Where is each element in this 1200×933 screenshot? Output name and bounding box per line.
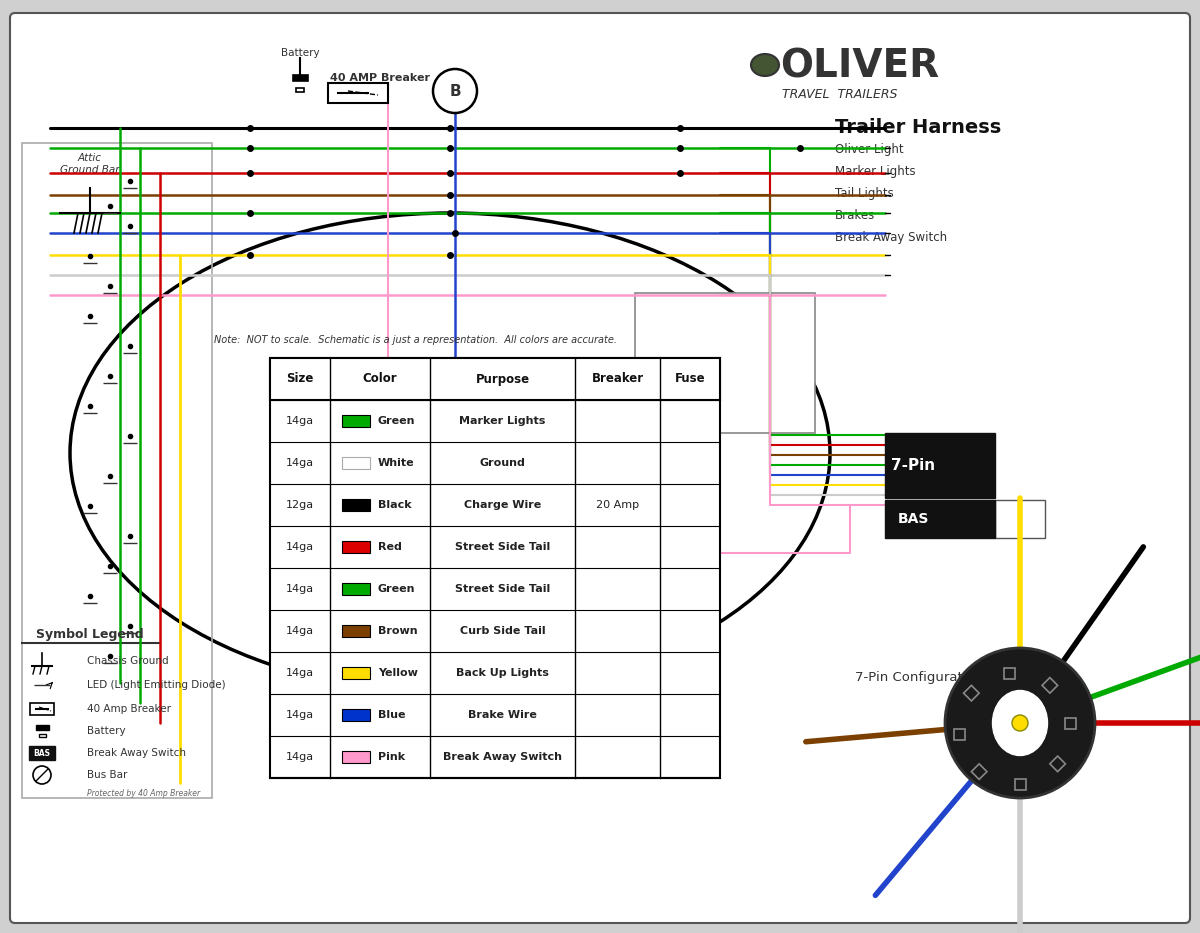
Text: 14ga: 14ga <box>286 542 314 552</box>
Text: Purpose: Purpose <box>475 372 529 385</box>
Bar <box>293 75 307 81</box>
Bar <box>964 686 979 701</box>
Bar <box>342 667 370 679</box>
Bar <box>1003 667 1014 678</box>
Text: Curb Side Tail: Curb Side Tail <box>460 626 545 636</box>
Text: Battery: Battery <box>281 48 319 58</box>
FancyBboxPatch shape <box>10 13 1190 923</box>
Text: Trailer Harness: Trailer Harness <box>835 118 1001 137</box>
Text: Tail Lights: Tail Lights <box>835 187 894 200</box>
Text: Street Side Tail: Street Side Tail <box>455 584 550 594</box>
Bar <box>38 733 46 736</box>
Bar <box>954 729 965 740</box>
Text: Ground: Ground <box>480 458 526 468</box>
Bar <box>270 358 720 778</box>
Text: Brake Wire: Brake Wire <box>468 710 536 720</box>
Text: 14ga: 14ga <box>286 626 314 636</box>
Text: Yellow: Yellow <box>378 668 418 678</box>
Bar <box>30 703 54 715</box>
Text: Break Away Switch: Break Away Switch <box>88 748 186 758</box>
Text: Bus Bar: Bus Bar <box>88 770 127 780</box>
Circle shape <box>946 648 1096 798</box>
Text: Symbol Legend: Symbol Legend <box>36 628 144 641</box>
Text: Blue: Blue <box>378 710 406 720</box>
Text: Black: Black <box>378 500 412 510</box>
Bar <box>995 500 1045 538</box>
FancyBboxPatch shape <box>886 433 995 498</box>
Bar <box>342 583 370 595</box>
Text: 40 Amp Breaker: 40 Amp Breaker <box>88 704 172 714</box>
Bar <box>342 415 370 427</box>
Text: Marker Lights: Marker Lights <box>460 416 546 426</box>
Bar <box>328 83 388 103</box>
Bar <box>1064 717 1075 729</box>
Text: Green: Green <box>378 416 415 426</box>
Text: 14ga: 14ga <box>286 710 314 720</box>
Text: 14ga: 14ga <box>286 584 314 594</box>
Text: 14ga: 14ga <box>286 752 314 762</box>
Text: B: B <box>449 83 461 99</box>
Text: Size: Size <box>287 372 313 385</box>
Text: Brakes: Brakes <box>835 209 875 222</box>
Bar <box>342 751 370 763</box>
FancyBboxPatch shape <box>29 746 55 760</box>
Text: Charge Wire: Charge Wire <box>464 500 541 510</box>
Text: Back Up Lights: Back Up Lights <box>456 668 548 678</box>
Bar <box>1042 677 1057 693</box>
Text: Marker Lights: Marker Lights <box>835 165 916 178</box>
Bar <box>270 358 720 400</box>
Text: Street Side Tail: Street Side Tail <box>455 542 550 552</box>
Bar <box>342 457 370 469</box>
Text: Red: Red <box>378 542 402 552</box>
Bar <box>1014 778 1026 789</box>
Text: BAS: BAS <box>898 512 929 526</box>
Text: 7-Pin Configuration: 7-Pin Configuration <box>856 672 983 685</box>
Bar <box>296 88 304 92</box>
Text: Note:  NOT to scale.  Schematic is a just a representation.  All colors are accu: Note: NOT to scale. Schematic is a just … <box>214 335 617 345</box>
Text: Protected by 40 Amp Breaker: Protected by 40 Amp Breaker <box>88 788 200 798</box>
Text: TRAVEL  TRAILERS: TRAVEL TRAILERS <box>782 88 898 101</box>
Text: 14ga: 14ga <box>286 668 314 678</box>
Ellipse shape <box>992 690 1048 756</box>
Text: Chassis Ground: Chassis Ground <box>88 656 169 666</box>
Text: Oliver Light: Oliver Light <box>835 143 904 156</box>
Circle shape <box>1012 715 1028 731</box>
FancyBboxPatch shape <box>886 500 995 538</box>
Text: 14ga: 14ga <box>286 416 314 426</box>
Text: Fuse: Fuse <box>674 372 706 385</box>
Text: Battery: Battery <box>88 726 126 736</box>
Text: Green: Green <box>378 584 415 594</box>
Ellipse shape <box>751 54 779 76</box>
Bar <box>342 625 370 637</box>
Text: OLIVER: OLIVER <box>780 48 940 86</box>
Text: 7-Pin: 7-Pin <box>890 457 935 472</box>
Text: Break Away Switch: Break Away Switch <box>835 231 947 244</box>
Text: 40 AMP Breaker: 40 AMP Breaker <box>330 73 430 83</box>
Text: 14ga: 14ga <box>286 458 314 468</box>
Text: Attic
Ground Bar: Attic Ground Bar <box>60 153 120 174</box>
Circle shape <box>34 766 50 784</box>
Bar <box>342 499 370 511</box>
Circle shape <box>433 69 478 113</box>
Text: Brown: Brown <box>378 626 418 636</box>
Bar <box>342 709 370 721</box>
Text: 20 Amp: 20 Amp <box>596 500 640 510</box>
Bar <box>36 725 48 730</box>
Bar <box>22 143 212 798</box>
Bar <box>971 764 986 779</box>
Bar <box>635 293 815 433</box>
Text: BAS: BAS <box>34 748 50 758</box>
Text: White: White <box>378 458 415 468</box>
Text: Break Away Switch: Break Away Switch <box>443 752 562 762</box>
Text: LED (Light Emitting Diode): LED (Light Emitting Diode) <box>88 680 226 690</box>
Text: 12ga: 12ga <box>286 500 314 510</box>
Text: Color: Color <box>362 372 397 385</box>
Bar <box>342 541 370 553</box>
Text: Pink: Pink <box>378 752 406 762</box>
Bar <box>1050 756 1066 772</box>
Text: Breaker: Breaker <box>592 372 643 385</box>
